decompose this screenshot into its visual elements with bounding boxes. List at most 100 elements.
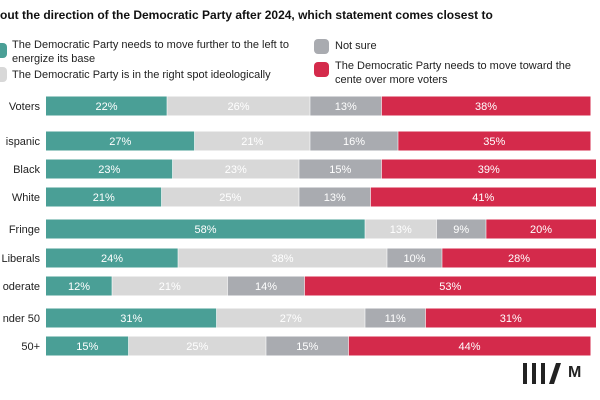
- category-label: nder 50: [3, 313, 40, 325]
- data-label: 26%: [227, 101, 249, 113]
- category-label: oderate: [3, 281, 40, 293]
- bar-segment: [46, 308, 217, 328]
- bar-segment: [227, 276, 305, 296]
- bar-segment: [436, 219, 486, 239]
- data-label: 25%: [186, 341, 208, 353]
- segment-divider: [265, 336, 267, 356]
- data-label: 23%: [98, 164, 120, 176]
- data-label: 58%: [194, 224, 216, 236]
- data-label: 23%: [225, 164, 247, 176]
- segment-divider: [128, 336, 129, 356]
- data-label: 41%: [472, 192, 494, 204]
- data-label: 12%: [68, 281, 90, 293]
- data-label: 21%: [159, 281, 181, 293]
- data-label: 15%: [329, 164, 351, 176]
- legend-label-not-sure: Not sure: [335, 40, 377, 52]
- bar-segment: [486, 219, 596, 239]
- data-label: 25%: [219, 192, 241, 204]
- bar-segment: [442, 248, 596, 268]
- data-label: 16%: [343, 136, 365, 148]
- data-label: 13%: [324, 192, 346, 204]
- data-label: 44%: [458, 341, 480, 353]
- legend-swatch-not-sure: [314, 39, 329, 54]
- legend-label-center: The Democratic Party needs to move towar…: [335, 60, 571, 86]
- bar-segment: [46, 187, 162, 207]
- bar-segment: [46, 131, 195, 151]
- data-label: 24%: [101, 253, 123, 265]
- bar-segment: [178, 248, 387, 268]
- data-label: 14%: [255, 281, 277, 293]
- bar-segment: [299, 159, 382, 179]
- segment-divider: [386, 248, 388, 268]
- segment-divider: [364, 308, 366, 328]
- segment-divider: [227, 276, 228, 296]
- data-label: 22%: [95, 101, 117, 113]
- segment-divider: [425, 308, 426, 328]
- segment-divider: [381, 96, 382, 116]
- data-label: 15%: [296, 341, 318, 353]
- bar-segment: [381, 96, 591, 116]
- bar-segment: [425, 308, 596, 328]
- category-label: Black: [13, 164, 40, 176]
- bar-segment: [381, 159, 596, 179]
- bar-segment: [46, 219, 365, 239]
- category-label: White: [12, 192, 40, 204]
- category-label: 50+: [21, 341, 40, 353]
- bar-segment: [167, 96, 310, 116]
- segment-divider: [397, 131, 399, 151]
- category-label: ispanic: [6, 136, 41, 148]
- chart-title: out the direction of the Democratic Part…: [0, 8, 493, 22]
- data-label: 28%: [508, 253, 530, 265]
- data-label: 11%: [385, 313, 406, 325]
- segment-divider: [485, 219, 487, 239]
- legend-swatch-center: [314, 62, 329, 77]
- bar-segment: [194, 131, 310, 151]
- data-label: 27%: [280, 313, 302, 325]
- segment-divider: [298, 159, 300, 179]
- segment-divider: [436, 219, 437, 239]
- segment-divider: [309, 131, 311, 151]
- data-label: 21%: [93, 192, 115, 204]
- segment-divider: [381, 159, 382, 179]
- data-label: 31%: [500, 313, 522, 325]
- data-label: 39%: [478, 164, 500, 176]
- bar-segment: [266, 336, 349, 356]
- segment-divider: [111, 276, 113, 296]
- segment-divider: [348, 336, 349, 356]
- legend-label-left: The Democratic Party needs to move furth…: [12, 39, 289, 65]
- segment-divider: [298, 187, 300, 207]
- data-label: 10%: [403, 253, 425, 265]
- bar-segment: [46, 159, 173, 179]
- bar-segment: [128, 336, 266, 356]
- data-label: 35%: [483, 136, 505, 148]
- bar-segment: [398, 131, 591, 151]
- bar-segment: [112, 276, 228, 296]
- data-label: 53%: [439, 281, 461, 293]
- data-label: 20%: [530, 224, 552, 236]
- bar-segment: [172, 159, 299, 179]
- bar-segment: [310, 131, 398, 151]
- segment-divider: [304, 276, 305, 296]
- bar-segment: [46, 96, 167, 116]
- segment-divider: [441, 248, 443, 268]
- legend-swatch-right-spot: [0, 67, 7, 82]
- data-label: 21%: [241, 136, 263, 148]
- segment-divider: [194, 131, 195, 151]
- bar-segment: [46, 336, 129, 356]
- legend-label-right-spot: The Democratic Party is in the right spo…: [12, 69, 271, 81]
- category-label: Fringe: [9, 224, 40, 236]
- bar-segment: [310, 96, 382, 116]
- category-label: Liberals: [1, 253, 40, 265]
- bar-segment: [216, 308, 365, 328]
- data-label: 13%: [335, 101, 357, 113]
- bar-segment: [299, 187, 371, 207]
- bar-segment: [348, 336, 591, 356]
- segment-divider: [161, 187, 162, 207]
- bar-segment: [46, 276, 112, 296]
- segment-divider: [370, 187, 371, 207]
- bar-segment: [365, 219, 437, 239]
- data-label: 15%: [76, 341, 98, 353]
- segment-divider: [172, 159, 173, 179]
- category-label: Voters: [9, 101, 41, 113]
